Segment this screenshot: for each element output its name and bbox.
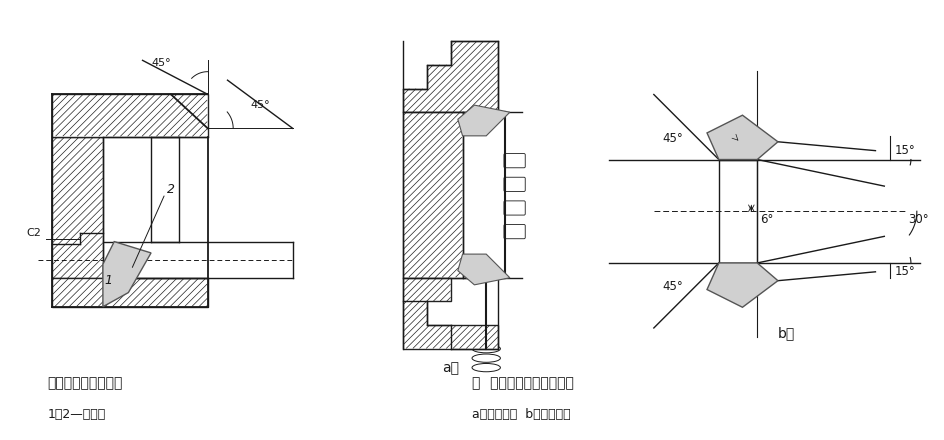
Text: 45°: 45°	[663, 132, 683, 145]
Text: 15°: 15°	[895, 143, 916, 157]
Ellipse shape	[472, 345, 500, 353]
Polygon shape	[103, 242, 151, 307]
FancyBboxPatch shape	[504, 154, 525, 168]
Text: 45°: 45°	[250, 100, 270, 110]
FancyBboxPatch shape	[504, 177, 525, 191]
Polygon shape	[707, 263, 778, 307]
Text: 30°: 30°	[908, 213, 929, 226]
Text: b）: b）	[778, 326, 796, 340]
Polygon shape	[707, 115, 778, 160]
FancyBboxPatch shape	[504, 201, 525, 215]
Text: 1、2—切削刃: 1、2—切削刃	[47, 408, 106, 421]
Text: 6°: 6°	[760, 213, 773, 226]
Text: 45°: 45°	[663, 279, 683, 293]
Text: 1: 1	[105, 274, 112, 287]
Text: C2: C2	[26, 228, 42, 238]
Polygon shape	[52, 137, 103, 279]
Text: 2: 2	[167, 183, 175, 196]
Text: 15°: 15°	[895, 265, 916, 278]
Polygon shape	[52, 279, 208, 307]
Polygon shape	[403, 112, 463, 278]
Text: 内孔倒角的多刃车刀: 内孔倒角的多刃车刀	[47, 376, 123, 390]
Ellipse shape	[472, 363, 500, 372]
Polygon shape	[458, 105, 510, 136]
Polygon shape	[403, 278, 498, 348]
Polygon shape	[458, 254, 510, 285]
FancyBboxPatch shape	[504, 224, 525, 239]
Text: 图  多刃车刀车削齿轮轮环: 图 多刃车刀车削齿轮轮环	[472, 376, 574, 390]
Polygon shape	[52, 94, 208, 137]
Ellipse shape	[472, 354, 500, 362]
Text: 45°: 45°	[151, 58, 171, 68]
Polygon shape	[403, 41, 498, 112]
Text: a）车削情况  b）车刀角度: a）车削情况 b）车刀角度	[472, 408, 570, 421]
Text: a）: a）	[442, 361, 459, 375]
